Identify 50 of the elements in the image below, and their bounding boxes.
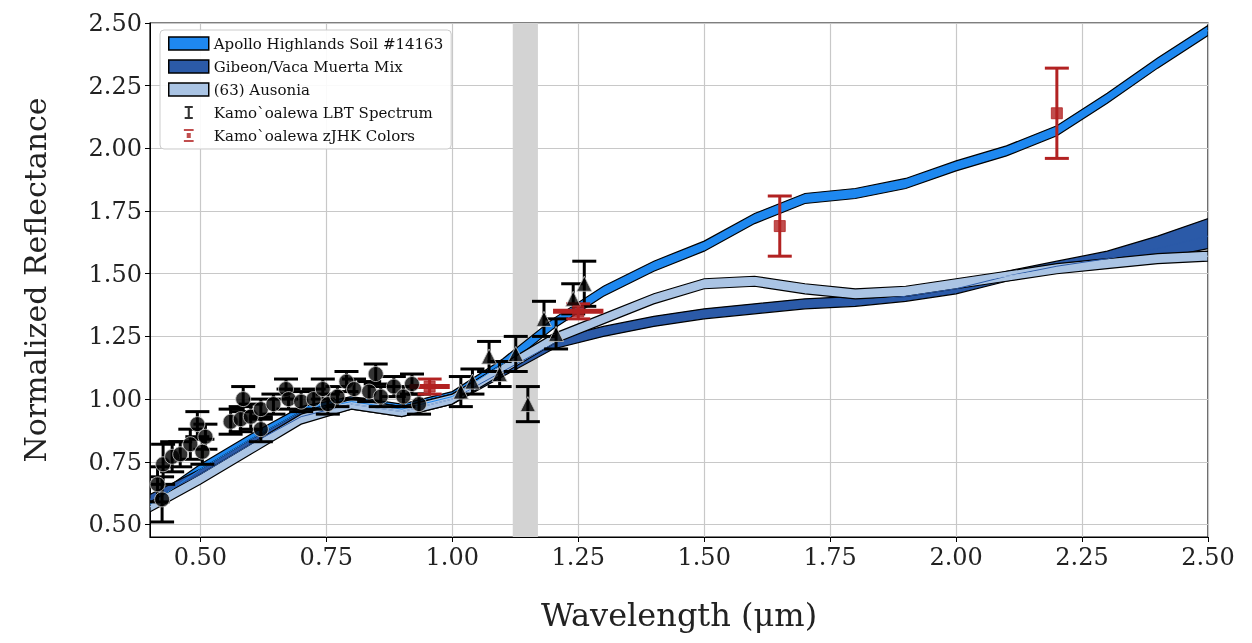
x-tick-label: 1.00 <box>425 543 479 571</box>
point <box>548 325 565 342</box>
point <box>423 380 436 393</box>
legend-label: Kamo`oalewa LBT Spectrum <box>213 103 433 122</box>
legend-label: Apollo Highlands Soil #14163 <box>212 34 444 53</box>
x-tick-label: 2.00 <box>929 543 983 571</box>
y-tick-label: 1.00 <box>88 385 142 414</box>
x-tick-label: 0.75 <box>299 543 354 571</box>
x-tick-label: 2.25 <box>1055 543 1109 571</box>
point <box>182 436 199 453</box>
point <box>252 421 269 438</box>
point <box>314 381 331 398</box>
x-tick-label: 0.50 <box>173 543 228 571</box>
y-axis-title: Normalized Reflectance <box>17 97 53 463</box>
point <box>189 416 206 433</box>
point <box>576 275 593 292</box>
point <box>385 378 402 395</box>
point <box>172 446 189 463</box>
point <box>1050 107 1063 120</box>
point <box>154 491 171 508</box>
y-tick-label: 1.75 <box>88 197 142 226</box>
y-tick-label: 2.25 <box>88 71 142 100</box>
point <box>773 220 786 233</box>
point <box>491 366 508 383</box>
point <box>481 348 498 365</box>
y-tick-label: 2.50 <box>88 9 142 37</box>
x-axis-title: Wavelength (μm) <box>540 596 818 634</box>
y-tick-label: 0.75 <box>88 447 142 476</box>
legend-label: Kamo`oalewa zJHK Colors <box>213 126 416 145</box>
point <box>235 391 252 408</box>
point <box>507 345 524 362</box>
point <box>535 310 552 327</box>
point <box>452 383 469 400</box>
legend-label: (63) Ausonia <box>213 80 310 99</box>
x-tick-label: 1.25 <box>551 543 605 571</box>
point <box>565 290 582 307</box>
point <box>197 428 214 445</box>
y-tick-label: 0.50 <box>88 510 142 539</box>
y-tick-label: 1.50 <box>88 259 142 288</box>
x-tick-label: 1.75 <box>803 543 857 571</box>
y-tick-label: 2.00 <box>88 134 142 163</box>
point <box>519 396 536 413</box>
point <box>194 443 211 460</box>
x-tick-label: 1.50 <box>677 543 731 571</box>
point <box>464 373 481 390</box>
point <box>572 305 585 318</box>
legend-label: Gibeon/Vaca Muerta Mix <box>213 57 404 76</box>
point <box>149 476 166 493</box>
y-tick-label: 1.25 <box>88 322 142 351</box>
x-tick-label: 2.50 <box>1181 543 1235 571</box>
